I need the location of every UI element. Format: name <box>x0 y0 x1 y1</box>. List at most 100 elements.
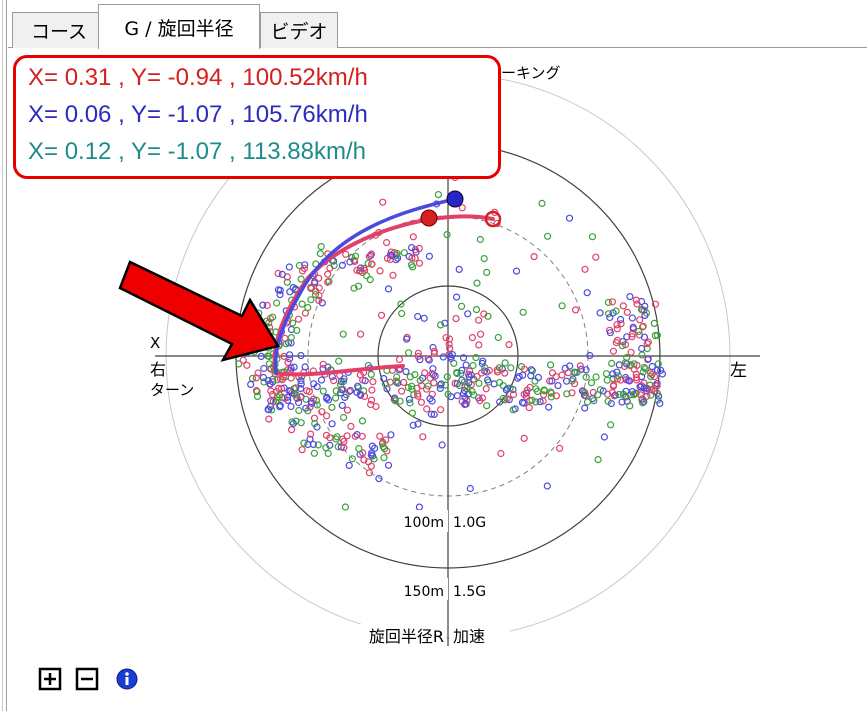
scatter-point <box>323 412 331 420</box>
scatter-point <box>309 395 318 403</box>
scatter-point <box>340 413 348 422</box>
scatter-point <box>383 239 391 247</box>
scatter-point <box>311 279 319 287</box>
scatter-point <box>315 296 323 304</box>
tab-course[interactable]: コース <box>12 12 106 48</box>
scatter-point <box>457 369 465 377</box>
scatter-point <box>283 278 291 286</box>
scatter-point <box>338 401 346 409</box>
scatter-point <box>478 369 486 377</box>
scatter-point <box>483 268 491 276</box>
scatter-point <box>307 296 315 304</box>
minus-square-icon[interactable] <box>75 667 99 691</box>
scatter-point <box>506 384 514 392</box>
scatter-point <box>414 390 422 398</box>
scatter-point <box>531 377 539 385</box>
scatter-point <box>252 374 260 382</box>
scatter-point <box>650 373 659 381</box>
scatter-point <box>644 338 653 346</box>
current-point-blue <box>446 190 464 208</box>
scatter-point <box>348 253 356 261</box>
scatter-point <box>313 423 321 431</box>
scatter-point <box>392 378 400 386</box>
scatter-point <box>552 373 560 381</box>
scatter-point <box>376 432 384 440</box>
scatter-point <box>275 384 283 392</box>
scatter-point <box>335 357 343 365</box>
scatter-point <box>447 354 455 363</box>
scatter-point <box>629 323 637 331</box>
scatter-point <box>253 392 262 400</box>
scatter-point <box>469 361 477 370</box>
scatter-point <box>621 341 630 349</box>
scatter-point <box>355 445 363 453</box>
scatter-point <box>502 386 510 394</box>
scatter-point <box>505 341 513 349</box>
scatter-point <box>552 392 561 400</box>
scatter-point <box>424 355 432 363</box>
scatter-point <box>547 388 555 396</box>
tab-g-radius[interactable]: G / 旋回半径 <box>98 4 260 49</box>
tab-course-label: コース <box>30 21 88 43</box>
scatter-point <box>596 309 604 317</box>
scatter-point <box>408 409 416 417</box>
scatter-point <box>619 302 627 310</box>
info-icon[interactable] <box>115 667 139 691</box>
scatter-point <box>405 395 413 403</box>
scatter-point <box>636 316 644 324</box>
scatter-point <box>493 366 501 374</box>
scatter-point <box>243 361 251 369</box>
scatter-point <box>583 398 592 406</box>
scatter-point <box>324 449 332 458</box>
scatter-point <box>265 415 273 423</box>
scatter-point <box>379 438 387 446</box>
scatter-point <box>367 250 376 258</box>
scatter-point <box>284 358 292 366</box>
scatter-point <box>606 313 614 322</box>
scatter-point <box>539 397 547 405</box>
plus-square-icon[interactable] <box>38 667 62 691</box>
scatter-point <box>621 392 630 400</box>
tab-video[interactable]: ビデオ <box>260 12 338 48</box>
scatter-point <box>410 391 418 399</box>
scatter-point <box>606 421 615 429</box>
scatter-point <box>359 449 367 457</box>
scatter-point <box>289 419 297 428</box>
scatter-point <box>475 316 483 324</box>
scatter-point <box>640 363 648 372</box>
readout-box: X= 0.31 , Y= -0.94 , 100.52km/h X= 0.06 … <box>13 55 501 179</box>
scatter-point <box>268 406 276 414</box>
scatter-point <box>281 394 289 402</box>
scatter-point <box>518 398 527 407</box>
scatter-point <box>354 282 363 290</box>
scatter-point <box>367 370 375 378</box>
scatter-point <box>437 380 445 388</box>
scatter-point <box>618 398 626 406</box>
scatter-point <box>411 371 419 379</box>
scatter-point <box>592 253 600 261</box>
scatter-point <box>650 319 658 327</box>
scatter-point <box>342 250 350 258</box>
scatter-point <box>594 456 602 464</box>
scatter-point <box>463 383 471 391</box>
scatter-point <box>613 375 622 383</box>
label-turn-radius: 旋回半径R <box>369 627 444 646</box>
scatter-point <box>493 219 501 227</box>
scatter-point <box>358 432 366 440</box>
scatter-point <box>294 315 303 323</box>
scatter-point <box>439 353 447 361</box>
scatter-point <box>287 364 295 372</box>
scatter-point <box>318 408 326 416</box>
scatter-point <box>383 447 391 455</box>
scatter-point <box>604 310 613 318</box>
scatter-point <box>361 392 369 400</box>
scatter-point <box>266 380 274 388</box>
scatter-point <box>375 475 383 483</box>
scatter-point <box>468 334 476 342</box>
scatter-point <box>546 361 555 369</box>
scatter-point <box>583 289 591 297</box>
scatter-point <box>414 312 422 321</box>
scatter-point <box>640 333 649 341</box>
label-acceleration: 加速 <box>453 627 485 646</box>
scatter-point <box>277 385 286 393</box>
